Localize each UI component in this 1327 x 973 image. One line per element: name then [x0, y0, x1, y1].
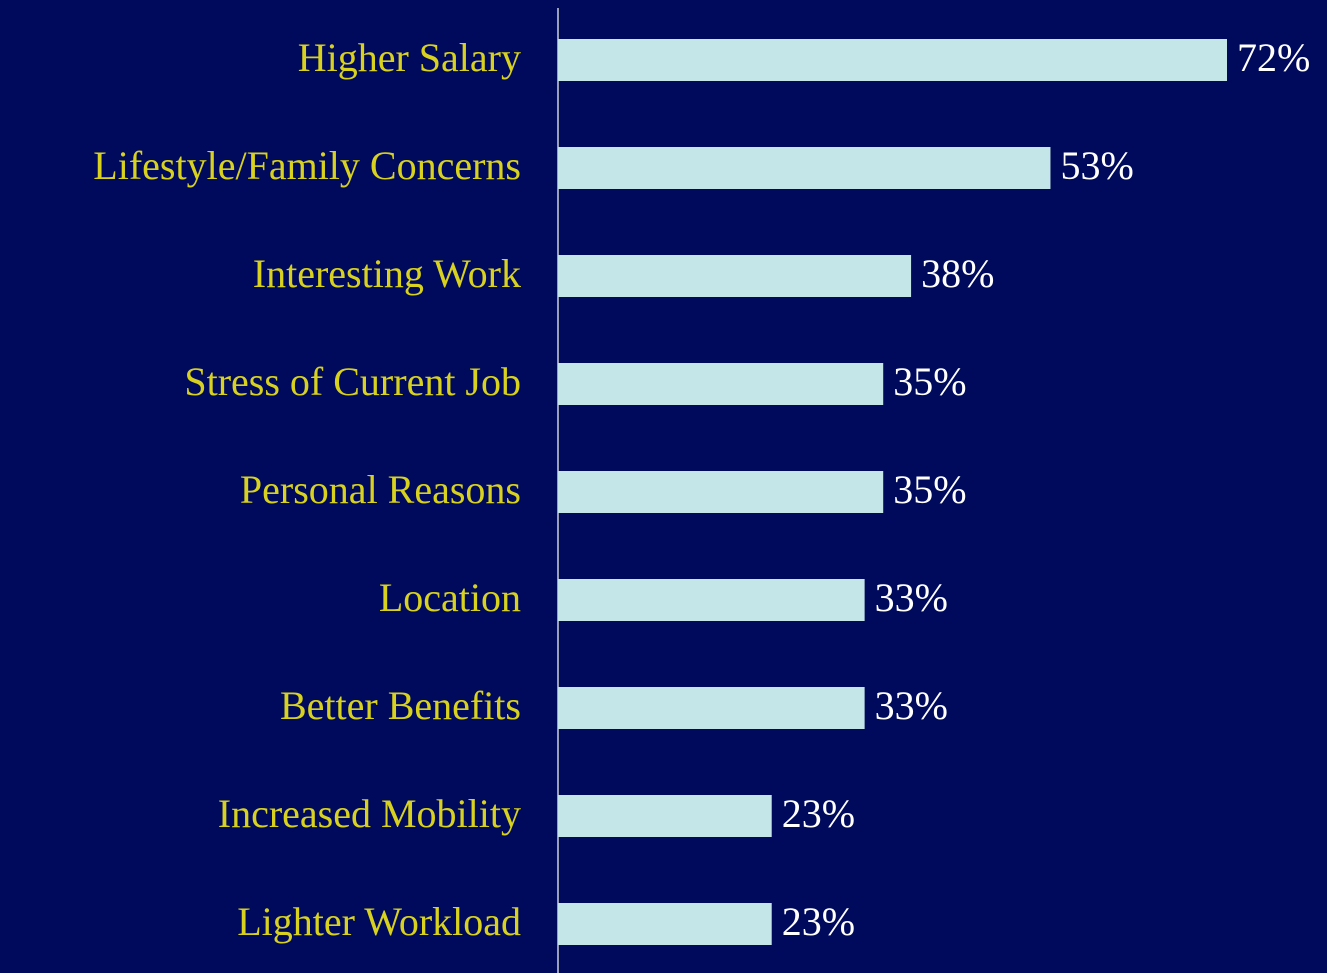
bar: [558, 471, 884, 513]
value-label: 33%: [875, 575, 948, 620]
value-label: 23%: [782, 791, 855, 836]
value-label: 35%: [893, 359, 966, 404]
category-label: Better Benefits: [280, 683, 521, 728]
value-label: 35%: [893, 467, 966, 512]
value-label: 53%: [1060, 143, 1133, 188]
value-label: 23%: [782, 899, 855, 944]
bar: [558, 903, 772, 945]
bar: [558, 687, 865, 729]
category-label: Higher Salary: [298, 35, 521, 80]
bar: [558, 39, 1227, 81]
value-label: 38%: [921, 251, 994, 296]
category-label: Personal Reasons: [240, 467, 521, 512]
category-label: Location: [379, 575, 521, 620]
category-label: Interesting Work: [253, 251, 521, 296]
value-label: 72%: [1237, 35, 1310, 80]
bar: [558, 795, 772, 837]
category-label: Lifestyle/Family Concerns: [93, 143, 521, 188]
bar: [558, 147, 1051, 189]
category-label: Lighter Workload: [237, 899, 521, 944]
bar: [558, 363, 884, 405]
value-label: 33%: [875, 683, 948, 728]
bar: [558, 579, 865, 621]
category-label: Stress of Current Job: [184, 359, 521, 404]
bar: [558, 255, 912, 297]
category-label: Increased Mobility: [218, 791, 521, 836]
